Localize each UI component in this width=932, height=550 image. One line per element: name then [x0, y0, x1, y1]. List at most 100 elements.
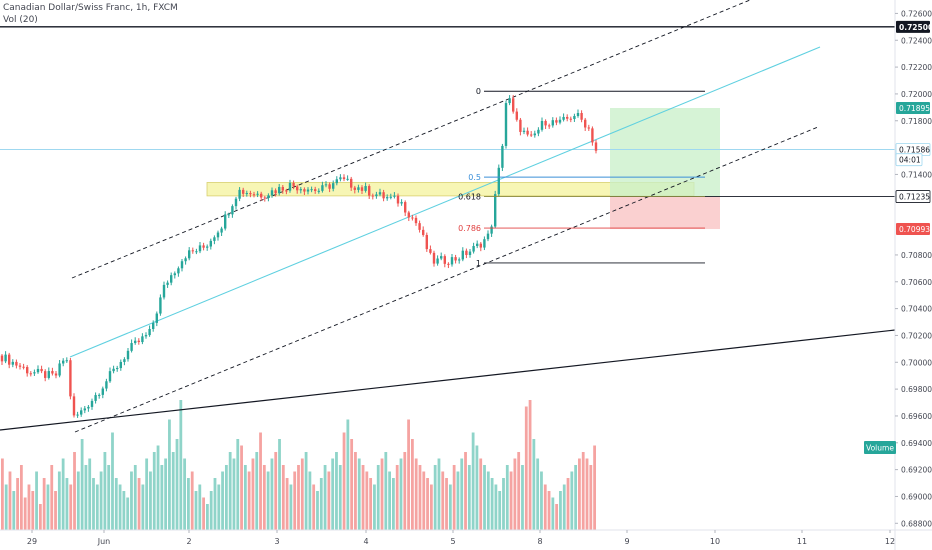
- candle-body: [51, 371, 54, 374]
- price-label-text: 0.71235: [899, 193, 930, 202]
- candle-body: [576, 113, 580, 117]
- candle-body: [587, 127, 590, 129]
- candle-body: [155, 313, 158, 323]
- candle-body: [144, 335, 148, 337]
- candle-body: [548, 125, 551, 127]
- x-tick-label: 11: [797, 537, 807, 546]
- volume-bar: [8, 471, 12, 530]
- volume-bar: [198, 484, 202, 530]
- candle-body: [306, 189, 310, 192]
- candle: [339, 174, 342, 182]
- y-tick-label: 0.70000: [901, 358, 932, 367]
- candle: [202, 242, 205, 251]
- candle-body: [447, 263, 450, 265]
- candle: [515, 108, 518, 122]
- candle-body: [407, 212, 410, 218]
- volume-bar: [232, 458, 236, 530]
- candle-body: [573, 116, 576, 120]
- volume-bar: [84, 465, 88, 530]
- volume-bar: [346, 419, 350, 530]
- candle-body: [177, 268, 180, 274]
- candle-body: [537, 129, 540, 134]
- volume-bar: [19, 465, 23, 530]
- candle-body: [87, 406, 90, 409]
- volume-bar: [342, 432, 346, 530]
- candle: [173, 271, 176, 279]
- candle: [335, 176, 338, 186]
- volume-bar: [335, 452, 338, 530]
- candle: [108, 367, 112, 383]
- volume-bar: [168, 419, 171, 530]
- candle-body: [476, 243, 479, 247]
- candle: [587, 124, 590, 131]
- candle: [321, 181, 324, 193]
- candles: [0, 95, 598, 418]
- candle-body: [468, 251, 472, 256]
- candle: [4, 351, 7, 364]
- volume-bar: [126, 497, 130, 530]
- drawing-zones: [206, 108, 720, 230]
- candle: [389, 193, 392, 200]
- candle: [238, 187, 241, 202]
- candle-body: [274, 190, 277, 194]
- candle-body: [317, 190, 320, 192]
- candle: [292, 180, 295, 190]
- y-tick-label: 0.69800: [901, 385, 932, 394]
- candle: [396, 193, 400, 207]
- price-label: 0.70993: [896, 223, 930, 236]
- volume-bar: [122, 491, 126, 530]
- volume-bar: [486, 471, 490, 530]
- volume-bar: [505, 465, 509, 530]
- y-tick-label: 0.72600: [901, 9, 932, 18]
- candle-body: [551, 120, 554, 126]
- volume-bar: [338, 465, 342, 530]
- candle-body: [328, 184, 331, 189]
- fib-level-label: 0.786: [458, 224, 481, 233]
- candle: [357, 184, 360, 193]
- candle-body: [450, 257, 454, 265]
- volume-bar: [183, 458, 187, 530]
- volume-bar: [202, 497, 205, 530]
- candle: [231, 204, 234, 218]
- candle: [476, 240, 479, 249]
- volume-bar: [509, 471, 513, 530]
- y-tick-label: 0.71800: [901, 117, 932, 126]
- candle: [69, 357, 72, 400]
- candle: [29, 371, 32, 377]
- candle-body: [184, 258, 187, 262]
- candle-body: [486, 233, 490, 240]
- candle: [126, 348, 130, 362]
- candle-body: [512, 98, 515, 112]
- candle-body: [371, 195, 374, 197]
- candle-body: [526, 130, 529, 135]
- volume-bars: [1, 400, 596, 530]
- candle: [483, 236, 486, 251]
- volume-bar: [316, 491, 319, 530]
- volume-indicator-label[interactable]: Vol (20): [3, 15, 38, 25]
- candle-body: [105, 381, 108, 389]
- volume-bar: [205, 504, 209, 530]
- candle-body: [584, 119, 587, 128]
- candle-body: [191, 250, 194, 252]
- candle-body: [494, 194, 497, 227]
- candle: [94, 392, 97, 404]
- volume-bar: [4, 484, 8, 530]
- volume-badge: Volume: [864, 441, 896, 454]
- candle: [371, 193, 374, 200]
- volume-bar: [361, 465, 365, 530]
- candle-body: [11, 361, 14, 365]
- candle-body: [555, 120, 558, 123]
- volume-bar: [114, 478, 118, 530]
- candle: [522, 127, 526, 135]
- y-tick-label: 0.71400: [901, 170, 932, 179]
- candle: [454, 254, 457, 264]
- candle: [51, 367, 54, 376]
- candle-body: [594, 142, 598, 151]
- candle-body: [436, 258, 439, 264]
- candle: [584, 117, 587, 131]
- candle: [252, 191, 256, 198]
- chart-title: Canadian Dollar/Swiss Franc, 1h, FXCM: [3, 3, 178, 13]
- candle: [270, 187, 274, 198]
- candle-body: [566, 116, 569, 119]
